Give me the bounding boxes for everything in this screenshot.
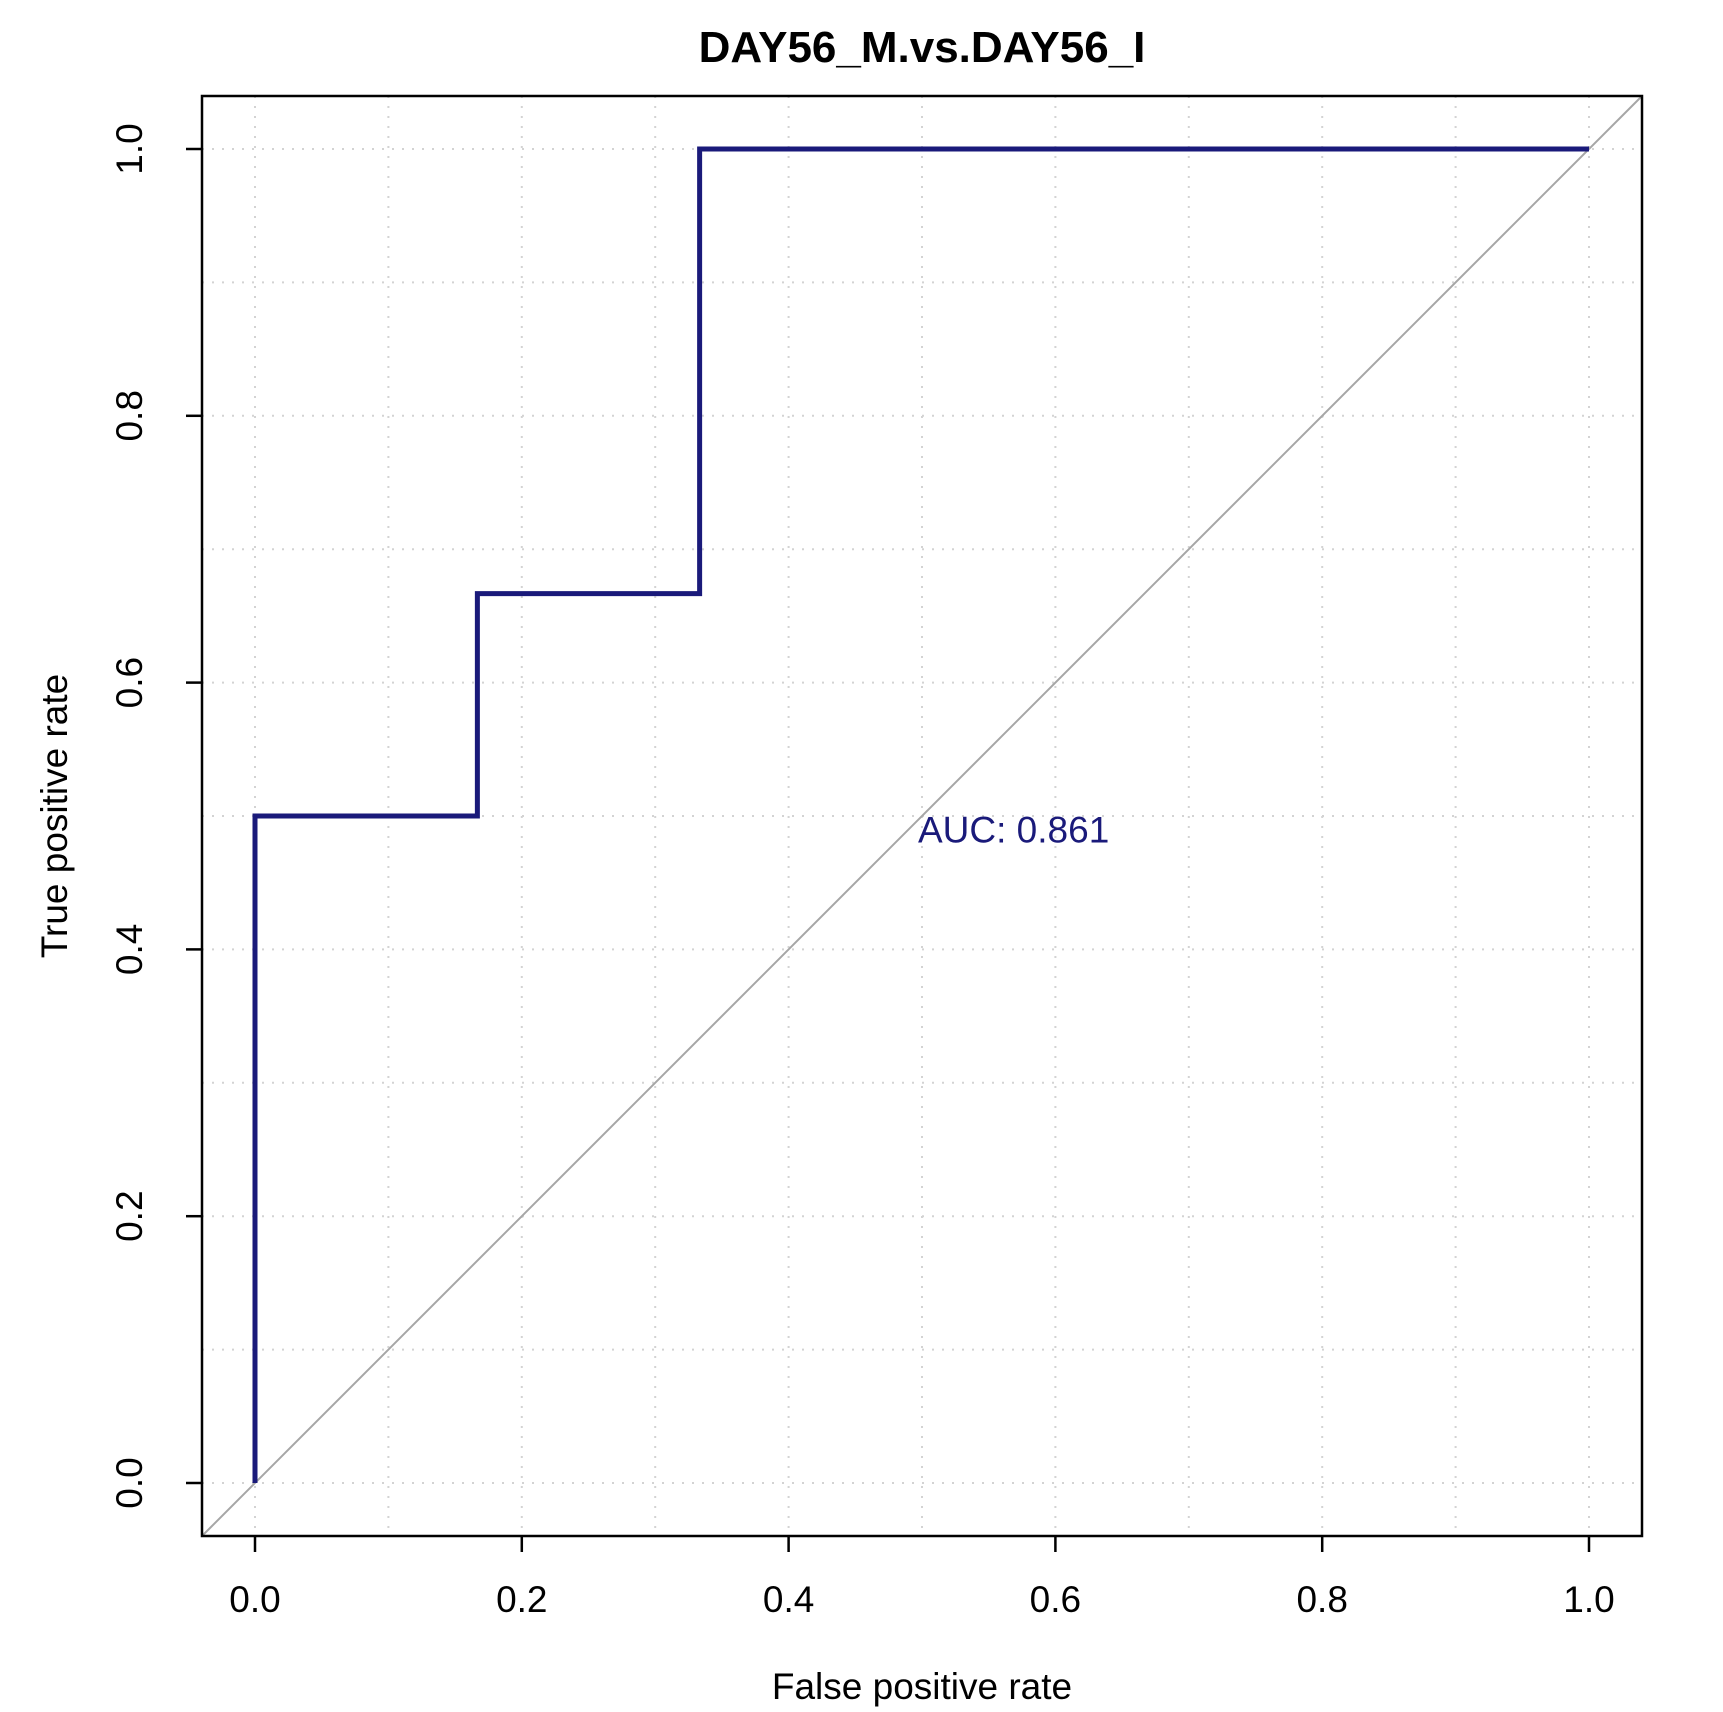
diagonal-reference-line xyxy=(201,95,1643,1537)
y-axis-label: True positive rate xyxy=(34,674,75,958)
x-tick-label: 0.4 xyxy=(763,1579,814,1620)
roc-curve-line xyxy=(252,146,1589,1483)
chart-title: DAY56_M.vs.DAY56_I xyxy=(699,23,1146,72)
plot-frame xyxy=(200,94,1644,1538)
x-tick-label: 0.6 xyxy=(1030,1579,1081,1620)
y-tick-label: 0.4 xyxy=(109,924,150,975)
auc-annotation: AUC: 0.861 xyxy=(918,810,1109,851)
y-tick-label: 0.6 xyxy=(109,657,150,708)
x-tick-label: 0.0 xyxy=(229,1579,280,1620)
y-tick-label: 0.0 xyxy=(109,1457,150,1508)
y-tick-label: 0.8 xyxy=(109,390,150,441)
y-tick-label: 1.0 xyxy=(109,123,150,174)
x-tick-label: 1.0 xyxy=(1563,1579,1614,1620)
y-tick-label: 0.2 xyxy=(109,1190,150,1241)
x-axis: 0.0 0.2 0.4 0.6 0.8 1.0 xyxy=(229,1536,1615,1620)
x-axis-label: False positive rate xyxy=(772,1666,1072,1707)
y-axis: 0.0 0.2 0.4 0.6 0.8 1.0 xyxy=(109,123,202,1509)
x-tick-label: 0.8 xyxy=(1296,1579,1347,1620)
x-tick-label: 0.2 xyxy=(496,1579,547,1620)
